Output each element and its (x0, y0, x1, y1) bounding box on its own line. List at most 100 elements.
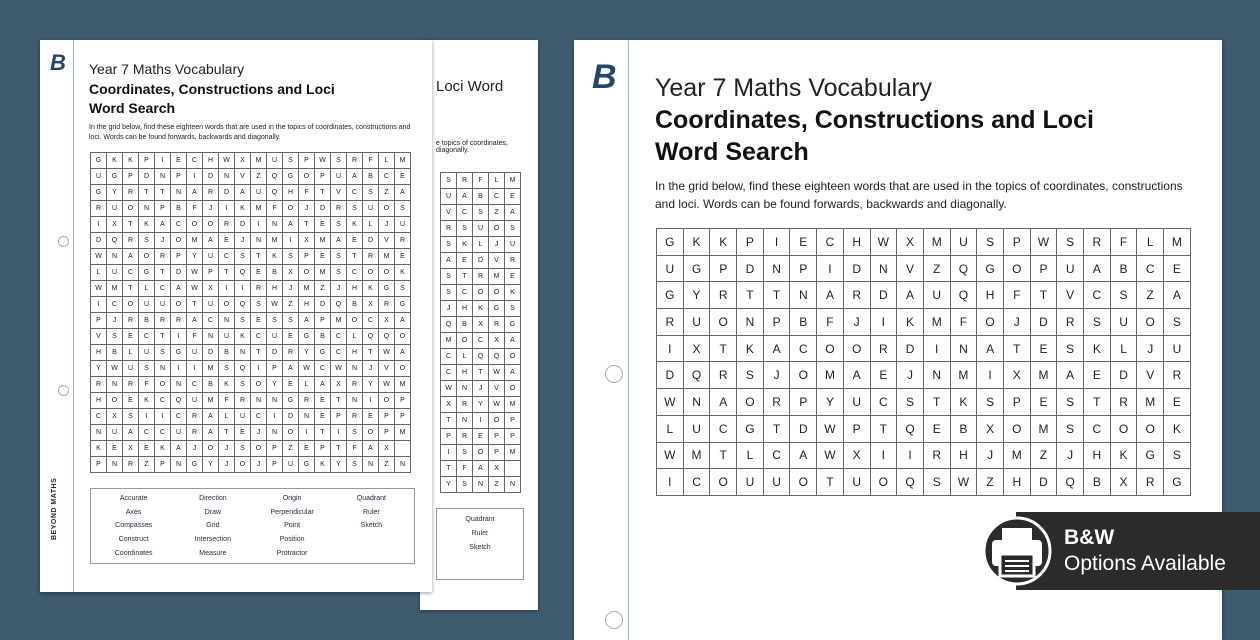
grid-cell: F (472, 172, 489, 189)
grid-cell: O (362, 264, 379, 281)
grid-cell: Q (234, 264, 251, 281)
grid-cell: T (709, 441, 738, 470)
grid-cell: A (1056, 361, 1084, 390)
grid-cell: R (170, 312, 187, 329)
grid-cell: U (170, 424, 187, 441)
grid-cell: A (1083, 254, 1111, 283)
logo: B (50, 50, 66, 75)
grid-cell: W (378, 344, 395, 361)
grid-cell: U (440, 188, 457, 205)
grid-cell: U (682, 308, 711, 336)
grid-cell: J (378, 216, 395, 233)
grid-cell: U (138, 296, 155, 313)
grid-cell: A (394, 184, 411, 201)
grid-cell: A (202, 232, 219, 249)
grid-cell: L (346, 328, 363, 345)
grid-cell: N (170, 456, 187, 473)
grid-cell: J (440, 300, 457, 317)
grid-cell: L (298, 376, 315, 393)
grid-cell: U (266, 152, 283, 169)
grid-cell: J (106, 312, 123, 329)
grid-cell: E (362, 408, 379, 425)
grid-cell: A (709, 388, 738, 416)
grid-cell: N (154, 168, 171, 185)
grid-cell: A (186, 312, 203, 329)
title-line: Coordinates, Constructions and Loci (89, 81, 335, 97)
grid-cell: U (922, 281, 951, 310)
grid-cell: L (122, 344, 139, 361)
grid-cell: P (266, 360, 283, 377)
grid-cell: S (330, 248, 347, 265)
grid-cell: J (1002, 308, 1031, 336)
grid-cell: T (186, 296, 203, 313)
grid-cell: R (154, 312, 171, 329)
grid-cell: K (472, 300, 489, 317)
grid-cell: D (170, 264, 187, 281)
grid-cell: E (314, 248, 331, 265)
grid-cell: L (1109, 334, 1138, 363)
grid-cell: K (138, 216, 155, 233)
grid-cell: O (504, 348, 521, 365)
word: Draw (204, 508, 222, 516)
grid-cell: W (488, 396, 505, 413)
grid-cell: P (440, 428, 457, 445)
grid-cell: R (218, 216, 235, 233)
grid-cell: O (1136, 414, 1165, 443)
grid-cell: Y (266, 376, 283, 393)
grid-cell: N (266, 216, 283, 233)
grid-cell: N (682, 388, 711, 416)
grid-cell: D (90, 232, 107, 249)
grid-cell: S (346, 456, 363, 473)
grid-cell: Y (202, 456, 219, 473)
grid-cell: I (330, 424, 347, 441)
grid-cell: T (440, 460, 457, 477)
punch-hole (605, 365, 623, 383)
grid-cell: T (816, 468, 844, 496)
grid-cell: L (218, 408, 235, 425)
grid-cell: E (282, 376, 299, 393)
grid-cell: C (378, 168, 395, 185)
grid-cell: P (789, 254, 818, 283)
grid-cell: O (362, 424, 379, 441)
grid-cell: M (922, 228, 951, 256)
grid-cell: O (106, 392, 123, 409)
grid-cell: E (250, 312, 267, 329)
grid-cell: O (154, 376, 171, 393)
grid-cell: W (816, 414, 844, 443)
grid-cell: G (90, 184, 107, 201)
grid-cell: G (682, 254, 711, 283)
grid-cell: M (394, 376, 411, 393)
grid-cell: X (488, 332, 505, 349)
grid-cell: R (250, 280, 267, 297)
grid-cell: M (1163, 228, 1191, 256)
grid-cell: E (106, 440, 123, 457)
grid-cell: W (330, 360, 347, 377)
grid-cell: A (1163, 281, 1191, 310)
grid-cell: H (346, 344, 363, 361)
grid-cell: O (1136, 308, 1165, 336)
grid-cell: T (1083, 388, 1111, 416)
grid-cell: J (976, 441, 1004, 470)
grid-cell: T (154, 184, 171, 201)
grid-cell: J (218, 440, 235, 457)
grid-cell: I (656, 334, 684, 363)
grid-cell: S (1056, 334, 1084, 363)
word: Axes (125, 508, 142, 516)
grid-cell: C (122, 264, 139, 281)
grid-cell: L (90, 264, 107, 281)
grid-cell: K (456, 236, 473, 253)
grid-cell: T (869, 414, 898, 443)
back-word-list: Quadrant Ruler Sketch (436, 508, 524, 580)
grid-cell: I (976, 361, 1004, 390)
grid-cell: E (122, 328, 139, 345)
grid-cell: Q (682, 361, 711, 390)
grid-cell: E (456, 252, 473, 269)
grid-cell: L (378, 152, 395, 169)
grid-cell: C (202, 312, 219, 329)
grid-cell: T (1029, 281, 1058, 310)
grid-cell: O (869, 468, 898, 496)
grid-cell: C (138, 328, 155, 345)
